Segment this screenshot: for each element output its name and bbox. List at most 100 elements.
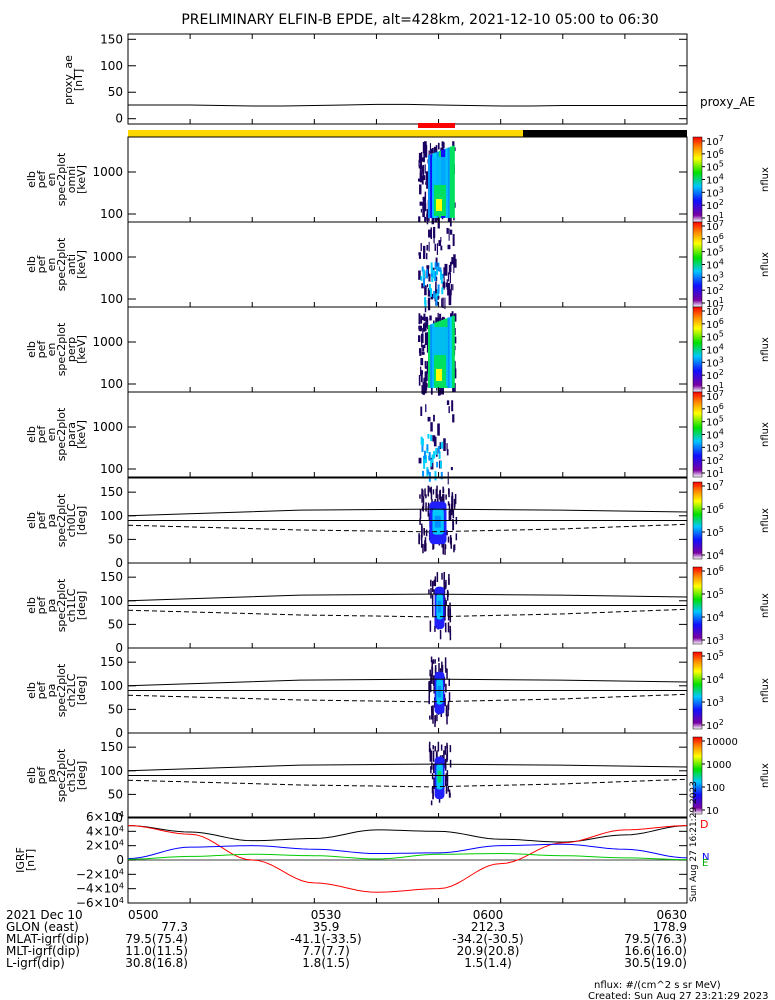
energy-spec-cell: [422, 277, 425, 287]
energy-spec-cell: [430, 227, 433, 240]
energy-spec-cell: [419, 168, 422, 181]
pa-tick-label: 100: [100, 509, 123, 523]
pa-spec-cell: [438, 798, 441, 803]
energy-spec-cell: [450, 287, 452, 296]
energy-spec-cell: [453, 336, 457, 344]
energy-spec-cell: [425, 404, 427, 413]
footer-row-value: 1.8(1.5): [302, 956, 350, 970]
energy-spec-cell: [449, 213, 452, 227]
energy-spec-cell: [419, 352, 422, 356]
igrf-tick-label: 0: [116, 853, 124, 867]
energy-spec-cell: [420, 357, 424, 366]
energy-spec-cell: [446, 449, 449, 456]
energy-spec-cell: [430, 262, 433, 268]
pa-spec-cell: [452, 509, 455, 519]
energy-spec-cell: [449, 229, 453, 235]
pa-spec-cell: [418, 533, 420, 545]
energy-spec-cell: [421, 385, 425, 394]
energy-spec-cell: [426, 213, 428, 221]
energy-spec-cell: [423, 344, 426, 349]
energy-spec-cell: [437, 217, 440, 229]
pa-spec-cell: [452, 519, 454, 531]
energy-spec-cell: [437, 312, 439, 322]
energy-spec-cell: [421, 316, 424, 321]
pa-spec-cell: [437, 657, 440, 662]
energy-spec-cell: [446, 227, 449, 234]
footer-row-label: MLAT-igrf(dip): [6, 932, 89, 946]
panel-igrf: IGRF[nT] 6×1044×1042×1040−2×104−4×104−6×…: [14, 781, 709, 910]
energy-spec-cell: [419, 184, 422, 195]
igrf-ylabel-line: IGRF: [14, 847, 27, 873]
energy-spec-cell: [426, 252, 428, 260]
pa-spec-cell: [434, 715, 437, 724]
pa-spec-cell: [455, 533, 458, 541]
energy-spec-cell: [437, 423, 440, 436]
pa-spec-cell: [432, 489, 435, 495]
pa-spec-cell: [429, 680, 432, 693]
footer-row-value: 79.5(76.3): [624, 932, 687, 946]
pa-spec-cell: [439, 629, 442, 640]
energy-spec-cell: [437, 445, 440, 454]
pa-tick-label: 150: [100, 485, 123, 499]
energy-4-cbar-label: 101: [706, 466, 724, 480]
energy-spec-cell: [426, 184, 429, 189]
pa-1-cbar-label: 106: [706, 502, 724, 516]
energy-2-cbar-label: 103: [706, 270, 724, 284]
energy-spec-cell: [418, 313, 421, 325]
energy-spec-cell: [427, 469, 430, 475]
pa-tick-label: 50: [108, 702, 123, 716]
energy-spec-core: [449, 146, 453, 218]
energy-spec-cell: [437, 382, 441, 396]
pa-spec-cell: [449, 759, 452, 768]
energy-2-ylabel-line: elb: [25, 256, 38, 273]
pa-2-cbar-label: 103: [706, 633, 724, 647]
pa-spec-cell: [434, 576, 437, 587]
pa-spec-cell: [421, 523, 423, 534]
energy-spec-cell: [436, 266, 439, 276]
energy-spec-cell: [418, 348, 422, 354]
energy-4-cbar-label: 105: [706, 415, 724, 429]
energy-spec-cell: [424, 202, 427, 212]
energy-spec-cell: [421, 266, 424, 272]
footer-row-value: -34.2(-30.5): [452, 932, 523, 946]
energy-spec-cell: [422, 344, 425, 352]
pa-anti-lc-line: [127, 693, 688, 703]
energy-spec-cell: [424, 300, 427, 308]
pa-spec-cell: [444, 745, 447, 755]
energy-spec-cell: [426, 284, 429, 288]
igrf-tick-label: −2×104: [76, 867, 124, 881]
pa-spec-cell: [434, 667, 437, 678]
pa-3-cbar-title: nflux: [760, 678, 771, 703]
energy-spec-cell: [430, 384, 433, 395]
energy-panel-frame: [127, 306, 688, 393]
energy-spec-cell: [424, 332, 428, 345]
energy-panel-2: 1000100elbpefenspec2plotanti[keV]1071061…: [25, 219, 771, 313]
footer-row-value: 20.9(20.8): [457, 944, 520, 958]
pa-spec-cell: [430, 705, 433, 712]
energy-spec-cell: [445, 282, 449, 288]
energy-tick-label: 1000: [92, 250, 123, 264]
energy-4-ylabel-line: elb: [25, 426, 38, 443]
pa-2-ylabel-line: elb: [25, 597, 38, 614]
proxy-ae-line: [128, 103, 687, 107]
pa-spec-cell: [430, 493, 433, 500]
energy-spec-cell: [442, 141, 444, 151]
energy-spec-cell: [421, 333, 424, 343]
energy-2-cbar-label: 104: [706, 258, 724, 272]
pa-2-cbar-label: 106: [706, 564, 724, 578]
energy-spec-core: [428, 325, 431, 388]
energy-spec-cell: [420, 406, 423, 417]
pa-spec-cell: [422, 496, 425, 508]
pa-spec-cell: [421, 488, 423, 497]
pa-2-cbar-label: 104: [706, 610, 724, 624]
pa-1-ylabel-line: spec2plot: [55, 493, 68, 547]
energy-spec-cell: [434, 243, 436, 251]
yellow-status-bar: [128, 130, 523, 137]
footer-row-value: 77.3: [161, 920, 188, 934]
footer-row-label: L-igrf(dip): [6, 956, 65, 970]
panel-proxy-ae: proxy_ae[nT] 150 100 50 0 proxy_AE: [62, 32, 755, 125]
energy-3-cbar-label: 107: [706, 304, 724, 318]
energy-spec-cell: [420, 153, 422, 163]
energy-3-ylabel-line: pef: [35, 340, 48, 359]
pa-spec-cell: [444, 698, 446, 707]
